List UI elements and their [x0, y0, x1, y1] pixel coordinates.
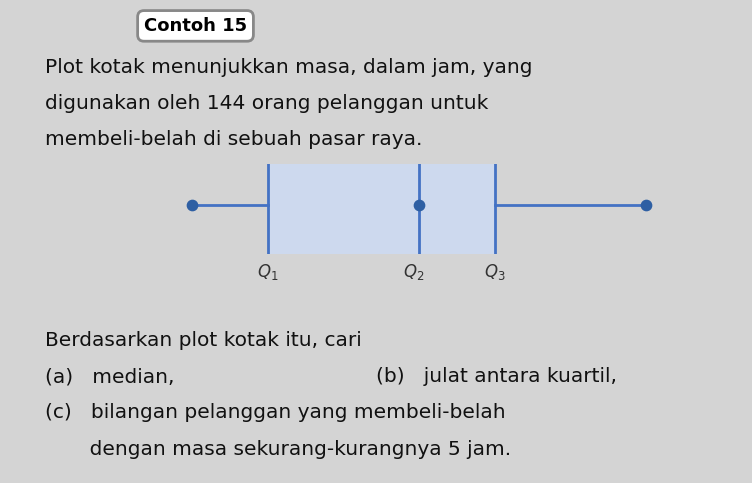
Text: 5: 5: [490, 291, 501, 309]
Point: [186, 201, 199, 209]
Text: 4: 4: [414, 291, 425, 309]
Text: membeli-belah di sebuah pasar raya.: membeli-belah di sebuah pasar raya.: [45, 130, 423, 149]
Text: 7: 7: [641, 291, 652, 309]
Text: 3: 3: [338, 291, 350, 309]
Text: 6: 6: [565, 291, 577, 309]
Text: dengan masa sekurang-kurangnya 5 jam.: dengan masa sekurang-kurangnya 5 jam.: [45, 440, 511, 458]
Text: Contoh 15: Contoh 15: [144, 17, 247, 35]
Text: $Q_2$: $Q_2$: [402, 262, 424, 282]
Text: $Q_1$: $Q_1$: [257, 262, 279, 282]
Text: Berdasarkan plot kotak itu, cari: Berdasarkan plot kotak itu, cari: [45, 331, 362, 350]
Point: [414, 201, 426, 209]
Point: [641, 201, 653, 209]
Bar: [268, 149, 495, 260]
Text: 2: 2: [262, 291, 274, 309]
Text: $Q_3$: $Q_3$: [484, 262, 506, 282]
Text: (c)   bilangan pelanggan yang membeli-belah: (c) bilangan pelanggan yang membeli-bela…: [45, 403, 506, 422]
Text: digunakan oleh 144 orang pelanggan untuk: digunakan oleh 144 orang pelanggan untuk: [45, 94, 489, 113]
Text: 1: 1: [186, 291, 198, 309]
Text: 0: 0: [111, 291, 123, 309]
Text: (b)   julat antara kuartil,: (b) julat antara kuartil,: [376, 367, 617, 386]
Text: Plot kotak menunjukkan masa, dalam jam, yang: Plot kotak menunjukkan masa, dalam jam, …: [45, 58, 532, 77]
Text: (a)   median,: (a) median,: [45, 367, 174, 386]
